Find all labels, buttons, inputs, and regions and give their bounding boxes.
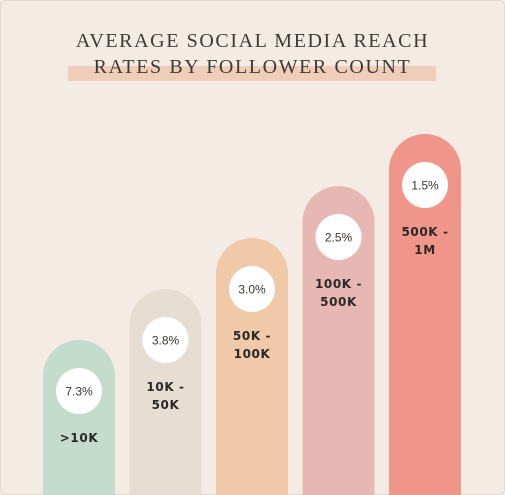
- category-label-4-1: 100K -: [315, 277, 362, 291]
- value-label-2: 3.8%: [152, 334, 180, 348]
- value-badge-1: [56, 368, 102, 414]
- category-label-5-2: 1M: [414, 243, 436, 257]
- value-label-3: 3.0%: [238, 283, 266, 297]
- category-label-2-1: 10K -: [146, 380, 184, 394]
- title-line-2: RATES BY FOLLOWER COUNT: [93, 56, 412, 78]
- category-label-3-2: 100K: [234, 347, 271, 361]
- bar-4: [302, 186, 375, 495]
- chart-title: AVERAGE SOCIAL MEDIA REACH RATES BY FOLL…: [0, 28, 505, 80]
- value-badge-3: [229, 266, 275, 312]
- value-label-5: 1.5%: [411, 179, 439, 193]
- title-line-1: AVERAGE SOCIAL MEDIA REACH: [75, 30, 430, 52]
- category-label-2-2: 50K: [152, 398, 180, 412]
- value-label-4: 2.5%: [325, 231, 353, 245]
- bar-5: [389, 134, 461, 495]
- category-label-5-1: 500K -: [401, 225, 448, 239]
- value-badge-2: [142, 317, 189, 363]
- value-label-1: 7.3%: [65, 385, 93, 399]
- value-badge-4: [315, 214, 362, 260]
- category-label-4-2: 500K: [320, 295, 357, 309]
- category-label-1-1: >10K: [60, 431, 99, 445]
- category-label-3-1: 50K -: [233, 329, 271, 343]
- bar-1: [43, 340, 115, 495]
- value-badge-5: [402, 162, 448, 208]
- title-highlight: [68, 66, 436, 81]
